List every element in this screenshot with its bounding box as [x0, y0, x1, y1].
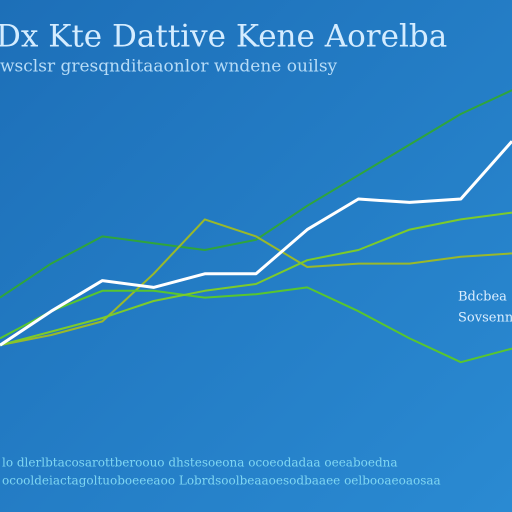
annotation: Bdcbea [458, 290, 507, 305]
data-line [0, 286, 512, 364]
data-line [0, 140, 512, 347]
chart-subtitle: wsclsr gresqnditaaonlor wndene ouilsy [0, 57, 338, 77]
chart-title: Dx Kte Dattive Kene Aorelba [0, 19, 447, 55]
data-line [0, 211, 512, 347]
footnote: ocooldeiactagoltuoboeeeaoo Lobrdsoolbeaa… [2, 474, 441, 488]
data-line [0, 89, 512, 299]
data-line [0, 218, 512, 347]
footnote: lo dlerlbtacosarottberoouo dhstesoeona o… [2, 456, 398, 470]
annotation: Sovsenn [458, 311, 512, 326]
